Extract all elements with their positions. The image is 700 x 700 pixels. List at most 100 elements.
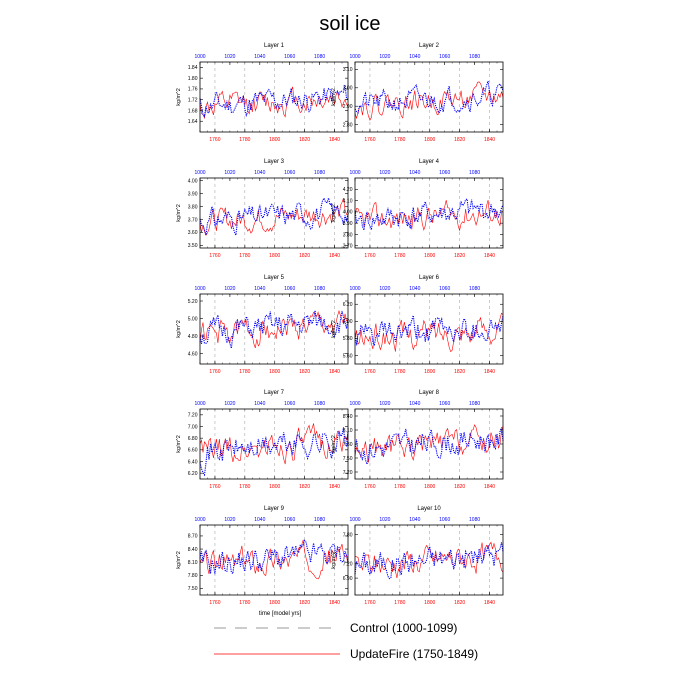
y-tick-label: 1.80 [188,76,198,82]
y-tick-label: 4.60 [188,351,198,357]
y-tick-label: 3.90 [343,221,353,227]
panel-title: Layer 8 [419,390,440,396]
x-bottom-tick-label: 1800 [424,137,435,143]
y-tick-label: 3.60 [188,230,198,236]
y-tick-label: 3.10 [343,67,353,73]
x-bottom-tick-label: 1840 [329,253,340,259]
x-top-tick-label: 1000 [349,286,360,292]
x-bottom-tick-label: 1800 [424,484,435,490]
y-tick-label: 5.80 [343,336,353,342]
x-top-tick-label: 1020 [379,170,390,176]
x-top-tick-label: 1060 [284,401,295,407]
x-top-tick-label: 1020 [379,286,390,292]
series-control [199,84,349,118]
series-control [199,310,349,349]
y-tick-label: 6.20 [188,471,198,477]
y-tick-label: 4.00 [188,178,198,184]
y-tick-label: 7.20 [343,470,353,476]
panel-title: Layer 1 [264,43,285,49]
x-bottom-tick-label: 1820 [299,600,310,606]
y-tick-label: 1.68 [188,108,198,114]
x-bottom-tick-label: 1800 [269,600,280,606]
x-top-tick-label: 1060 [439,286,450,292]
x-top-tick-label: 1040 [254,170,265,176]
x-top-tick-label: 1080 [469,170,480,176]
y-tick-label: 5.00 [188,316,198,322]
x-top-tick-label: 1060 [439,54,450,60]
panel-layer-6: Layer 6 1760 1780 1800 1820 1840 1000 1020 1040 1… [331,275,504,375]
series-updatefire [354,424,504,463]
series-updatefire [354,312,504,353]
y-tick-label: 5.20 [188,299,198,305]
panel-layer-7: Layer 7 1760 1780 1800 1820 1840 1000 1020 1040 1… [176,390,349,490]
y-tick-label: 5.60 [343,353,353,359]
y-axis-label: kg/m^2 [176,204,182,222]
x-bottom-tick-label: 1820 [454,137,465,143]
series-control [199,427,349,477]
series-updatefire [199,198,349,236]
x-bottom-tick-label: 1760 [364,369,375,375]
panel-layer-2: Layer 2 1760 1780 1800 1820 1840 1000 1020 1040 1… [331,43,504,143]
x-bottom-tick-label: 1780 [239,253,250,259]
x-top-tick-label: 1080 [314,170,325,176]
series-control [354,542,504,580]
x-bottom-tick-label: 1760 [209,600,220,606]
y-tick-label: 1.64 [188,119,198,125]
x-bottom-tick-label: 1760 [209,137,220,143]
x-top-tick-label: 1000 [194,54,205,60]
x-top-tick-label: 1060 [439,170,450,176]
plot-frame [199,524,349,596]
plot-frame [354,524,504,596]
panel-layer-5: Layer 5 1760 1780 1800 1820 1840 1000 1020 1040 1… [176,275,349,375]
x-top-tick-label: 1060 [284,54,295,60]
x-bottom-tick-label: 1780 [239,484,250,490]
x-top-tick-label: 1000 [194,517,205,523]
x-bottom-tick-label: 1820 [454,600,465,606]
x-top-tick-label: 1040 [409,517,420,523]
x-bottom-tick-label: 1820 [454,484,465,490]
x-top-tick-label: 1040 [409,401,420,407]
legend: Control (1000-1099) UpdateFire (1750-184… [214,621,478,661]
y-tick-label: 3.00 [343,86,353,92]
x-top-tick-label: 1060 [439,517,450,523]
panel-layer-8: Layer 8 1760 1780 1800 1820 1840 1000 1020 1040 1… [331,390,504,490]
x-top-tick-label: 1060 [439,401,450,407]
y-tick-label: 4.20 [343,187,353,193]
panel-layer-10: Layer 10 1760 1780 1800 1820 1840 1000 1020 1040… [331,506,504,606]
series-control [199,539,349,575]
legend-update-label: UpdateFire (1750-1849) [350,647,478,661]
plot-frame [199,61,349,133]
x-top-tick-label: 1040 [254,54,265,60]
x-top-tick-label: 1020 [224,517,235,523]
x-bottom-tick-label: 1800 [269,369,280,375]
x-bottom-tick-label: 1800 [424,600,435,606]
panel-title: Layer 7 [264,390,285,396]
x-bottom-tick-label: 1760 [209,484,220,490]
y-tick-label: 7.50 [343,456,353,462]
x-bottom-tick-label: 1780 [239,137,250,143]
panel-grid: Layer 1 1760 1780 1800 1820 1840 1000 1020 1040 1… [176,43,504,606]
x-top-tick-label: 1000 [194,170,205,176]
x-bottom-tick-label: 1840 [484,600,495,606]
y-axis-label: kg/m^2 [176,88,182,106]
x-bottom-tick-label: 1760 [209,369,220,375]
series-updatefire [354,200,504,232]
x-top-tick-label: 1040 [254,401,265,407]
x-bottom-tick-label: 1800 [269,137,280,143]
x-top-tick-label: 1040 [409,170,420,176]
y-tick-label: 8.70 [188,534,198,540]
x-bottom-tick-label: 1780 [394,369,405,375]
panel-layer-4: Layer 4 1760 1780 1800 1820 1840 1000 1020 1040 1… [331,159,504,259]
y-tick-label: 3.80 [343,232,353,238]
panel-title: Layer 9 [264,506,285,512]
x-bottom-tick-label: 1820 [299,369,310,375]
x-top-tick-label: 1080 [469,54,480,60]
x-axis-label: time [model yrs] [259,611,302,617]
y-tick-label: 7.50 [188,586,198,592]
panel-title: Layer 4 [419,159,440,165]
plot-frame [354,293,504,365]
y-axis-label: kg/m^2 [176,551,182,569]
x-top-tick-label: 1000 [349,401,360,407]
y-axis-label: kg/m^2 [331,204,337,222]
